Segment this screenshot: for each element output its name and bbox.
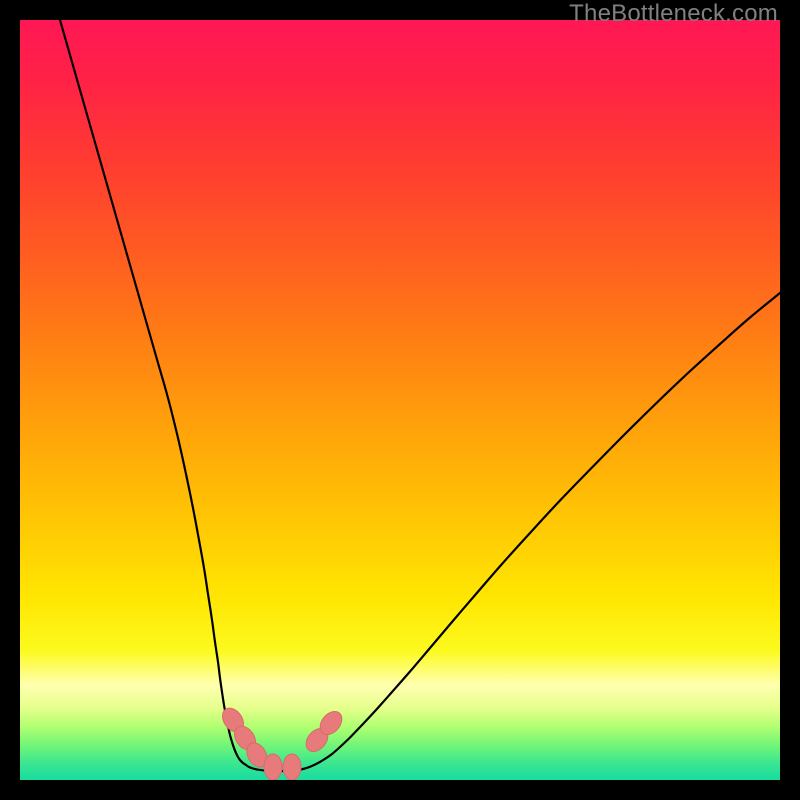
plot-area bbox=[20, 20, 780, 780]
marker-dot bbox=[283, 754, 301, 780]
watermark-text: TheBottleneck.com bbox=[569, 0, 778, 28]
marker-dot bbox=[264, 754, 282, 780]
marker-dots bbox=[20, 20, 780, 780]
